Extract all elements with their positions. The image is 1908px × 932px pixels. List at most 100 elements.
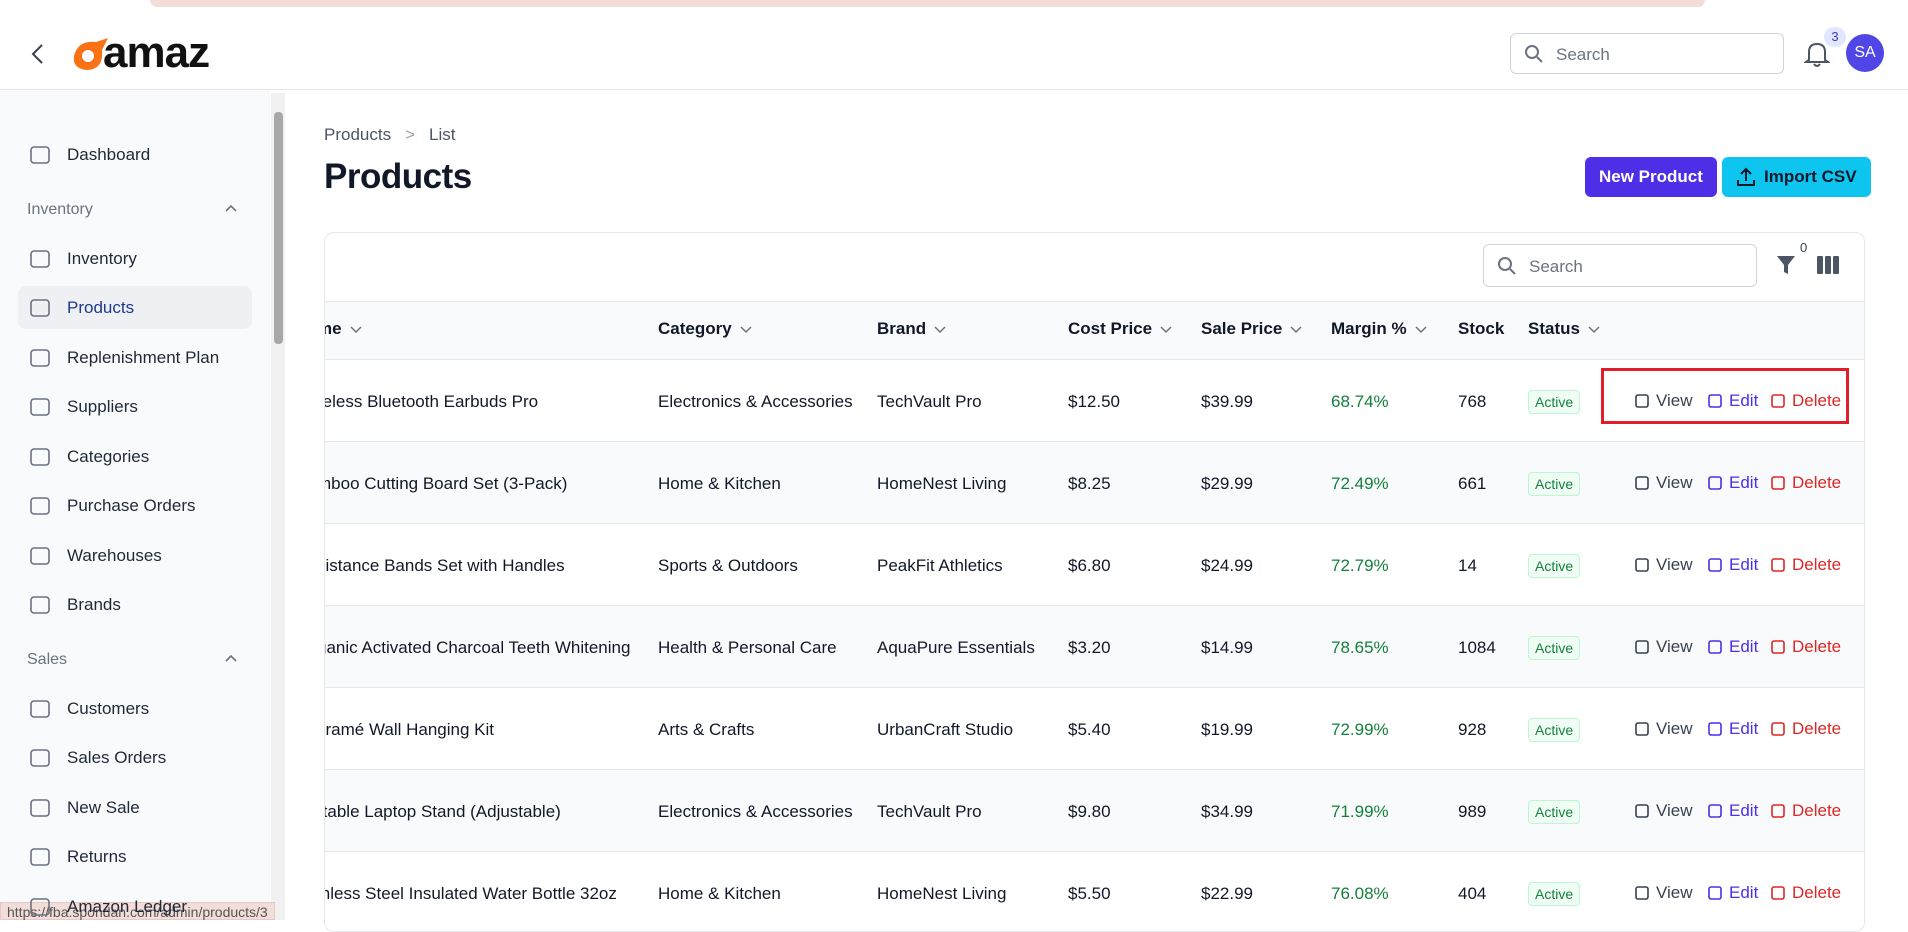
action-0[interactable]: View bbox=[1634, 801, 1693, 821]
table-cell: Health & Personal Care bbox=[658, 638, 837, 657]
nav-item[interactable]: Suppliers bbox=[67, 397, 138, 416]
table-cell: 72.99% bbox=[1331, 720, 1389, 739]
sidebar-section[interactable]: Sales bbox=[27, 650, 68, 668]
table-cell: $5.40 bbox=[1068, 720, 1111, 739]
nav-item[interactable]: Amazon Ledger bbox=[67, 896, 188, 916]
column-header[interactable]: Status bbox=[1528, 319, 1600, 339]
sort-icon[interactable] bbox=[350, 326, 362, 334]
logo[interactable]: amaz bbox=[103, 28, 210, 77]
table-cell: cramé Wall Hanging Kit bbox=[324, 720, 494, 739]
sort-icon[interactable] bbox=[740, 326, 752, 334]
action-1[interactable]: Edit bbox=[1707, 719, 1758, 739]
column-header[interactable]: Margin % bbox=[1331, 319, 1427, 339]
action-0[interactable]: View bbox=[1634, 473, 1693, 493]
sort-icon[interactable] bbox=[1588, 326, 1600, 334]
header-search[interactable]: Search bbox=[1510, 33, 1784, 74]
table-cell: HomeNest Living bbox=[877, 474, 1007, 493]
action-icon bbox=[1708, 558, 1722, 572]
action-2[interactable]: Delete bbox=[1770, 555, 1841, 575]
back-icon[interactable] bbox=[28, 42, 48, 66]
table-cell: $8.25 bbox=[1068, 474, 1111, 493]
column-header[interactable]: me bbox=[325, 319, 362, 339]
action-2[interactable]: Delete bbox=[1770, 391, 1841, 411]
action-1[interactable]: Edit bbox=[1707, 391, 1758, 411]
bell-icon[interactable] bbox=[1804, 40, 1830, 68]
columns-icon[interactable] bbox=[1817, 256, 1839, 274]
table-cell: $34.99 bbox=[1201, 802, 1253, 821]
avatar[interactable]: SA bbox=[1846, 34, 1884, 72]
collapse-icon[interactable] bbox=[224, 203, 238, 213]
table-cell: $5.50 bbox=[1068, 884, 1111, 903]
action-0[interactable]: View bbox=[1634, 391, 1693, 411]
action-0[interactable]: View bbox=[1634, 555, 1693, 575]
table-row bbox=[325, 360, 1864, 442]
action-icon bbox=[1771, 394, 1785, 408]
filter-icon[interactable] bbox=[1776, 254, 1796, 276]
table-cell: Home & Kitchen bbox=[658, 884, 781, 903]
action-0[interactable]: View bbox=[1634, 883, 1693, 903]
nav-item[interactable]: Categories bbox=[67, 446, 150, 466]
breadcrumb-item[interactable]: Products bbox=[324, 125, 392, 144]
action-0[interactable]: View bbox=[1634, 719, 1693, 739]
action-1[interactable]: Edit bbox=[1707, 637, 1758, 657]
action-icon bbox=[1635, 804, 1649, 818]
table-cell: Home & Kitchen bbox=[658, 474, 781, 493]
action-icon bbox=[1635, 640, 1649, 654]
table-cell: reless Bluetooth Earbuds Pro bbox=[324, 392, 539, 411]
action-1[interactable]: Edit bbox=[1707, 801, 1758, 821]
column-header[interactable]: Cost Price bbox=[1068, 319, 1172, 339]
collapse-icon[interactable] bbox=[224, 653, 238, 663]
status-badge: Active bbox=[1528, 882, 1581, 906]
upload-icon bbox=[1737, 167, 1755, 186]
status-badge: Active bbox=[1528, 800, 1581, 824]
sidebar-section[interactable]: Inventory bbox=[27, 200, 93, 218]
nav-item[interactable]: Warehouses bbox=[67, 545, 162, 565]
nav-item[interactable]: New Sale bbox=[67, 797, 140, 817]
action-icon bbox=[1771, 722, 1785, 736]
action-2[interactable]: Delete bbox=[1770, 883, 1841, 903]
table-cell: 71.99% bbox=[1331, 802, 1389, 821]
table-search[interactable]: Search bbox=[1483, 244, 1757, 287]
action-2[interactable]: Delete bbox=[1770, 801, 1841, 821]
action-2[interactable]: Delete bbox=[1770, 637, 1841, 657]
nav-item[interactable]: Inventory bbox=[67, 248, 137, 268]
nav-item[interactable]: Customers bbox=[67, 698, 150, 718]
column-header[interactable]: Stock bbox=[1458, 319, 1505, 338]
nav-item[interactable]: Returns bbox=[67, 847, 127, 866]
nav-item[interactable]: Brands bbox=[67, 595, 121, 614]
table-row bbox=[325, 852, 1864, 931]
table-cell: HomeNest Living bbox=[877, 884, 1007, 903]
table-cell: $24.99 bbox=[1201, 556, 1253, 575]
table-row bbox=[325, 524, 1864, 606]
column-header[interactable]: Sale Price bbox=[1201, 319, 1302, 339]
action-icon bbox=[1635, 394, 1649, 408]
nav-item[interactable]: Dashboard bbox=[67, 145, 151, 164]
action-2[interactable]: Delete bbox=[1770, 719, 1841, 739]
table-cell: ganic Activated Charcoal Teeth Whitening bbox=[324, 638, 631, 657]
nav-item[interactable]: Purchase Orders bbox=[67, 496, 196, 515]
sort-icon[interactable] bbox=[934, 326, 946, 334]
sort-icon[interactable] bbox=[1290, 326, 1302, 334]
column-header[interactable]: Category bbox=[658, 319, 752, 339]
nav-icon bbox=[30, 546, 50, 565]
status-badge: Active bbox=[1528, 554, 1581, 578]
new-product-button[interactable]: New Product bbox=[1585, 157, 1717, 197]
nav-item[interactable]: Replenishment Plan bbox=[67, 347, 220, 367]
action-2[interactable]: Delete bbox=[1770, 473, 1841, 493]
sort-icon[interactable] bbox=[1160, 326, 1172, 334]
column-header[interactable]: Brand bbox=[877, 319, 946, 339]
action-1[interactable]: Edit bbox=[1707, 473, 1758, 493]
scrollbar-thumb[interactable] bbox=[274, 112, 283, 344]
nav-item[interactable]: Sales Orders bbox=[67, 748, 167, 767]
table-cell: 14 bbox=[1458, 556, 1477, 575]
nav-icon bbox=[30, 249, 50, 268]
action-1[interactable]: Edit bbox=[1707, 555, 1758, 575]
sort-icon[interactable] bbox=[1415, 326, 1427, 334]
table-cell: $39.99 bbox=[1201, 392, 1253, 411]
action-1[interactable]: Edit bbox=[1707, 883, 1758, 903]
action-0[interactable]: View bbox=[1634, 637, 1693, 657]
table-cell: TechVault Pro bbox=[877, 802, 982, 821]
nav-icon bbox=[30, 348, 50, 367]
nav-item[interactable]: Products bbox=[18, 286, 252, 329]
